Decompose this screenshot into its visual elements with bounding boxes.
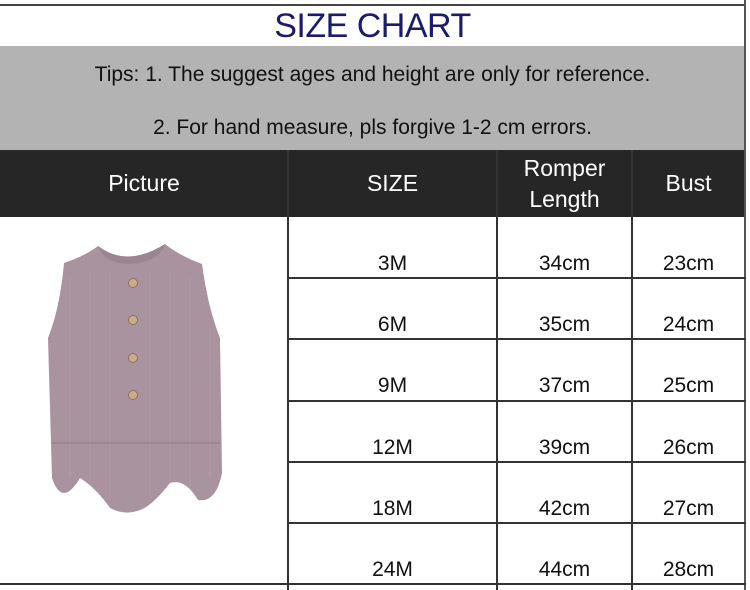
cell-length: 34cm	[538, 252, 591, 275]
tip-2: 2. For hand measure, pls forgive 1-2 cm …	[153, 116, 592, 139]
cell-bust: 26cm	[662, 436, 715, 459]
cell-length: 35cm	[538, 313, 591, 336]
row-divider	[288, 461, 746, 463]
table-header	[0, 150, 745, 217]
cell-length: 44cm	[538, 558, 591, 581]
page-title: SIZE CHART	[274, 7, 471, 45]
top-border	[0, 4, 745, 6]
cell-size: 18M	[372, 497, 413, 520]
cell-bust: 25cm	[662, 374, 715, 397]
cell-size: 6M	[377, 313, 408, 336]
bottom-border	[0, 583, 746, 585]
cell-size: 3M	[377, 252, 408, 275]
cell-size: 9M	[377, 374, 408, 397]
row-divider	[288, 338, 746, 340]
row-divider	[288, 277, 746, 279]
column-divider	[496, 150, 498, 590]
cell-bust: 23cm	[662, 252, 715, 275]
cell-length: 37cm	[538, 374, 591, 397]
row-divider	[288, 522, 746, 524]
cell-length: 39cm	[538, 436, 591, 459]
tip-1: Tips: 1. The suggest ages and height are…	[94, 63, 651, 86]
header-picture: Picture	[108, 170, 180, 196]
cell-bust: 24cm	[662, 313, 715, 336]
column-divider	[287, 150, 289, 590]
header-size: SIZE	[366, 170, 419, 196]
tips-band: Tips: 1. The suggest ages and height are…	[0, 46, 745, 150]
row-divider	[288, 400, 746, 402]
cell-size: 24M	[372, 558, 413, 581]
cell-size: 12M	[372, 436, 413, 459]
header-romper-length: Romper Length	[523, 154, 606, 212]
right-border	[744, 0, 746, 590]
column-divider	[631, 150, 633, 590]
cell-length: 42cm	[538, 497, 591, 520]
header-bust: Bust	[665, 170, 712, 196]
cell-bust: 27cm	[662, 497, 715, 520]
sleeveless-romper-image	[48, 244, 222, 513]
cell-bust: 28cm	[662, 558, 715, 581]
buttons	[128, 278, 138, 400]
